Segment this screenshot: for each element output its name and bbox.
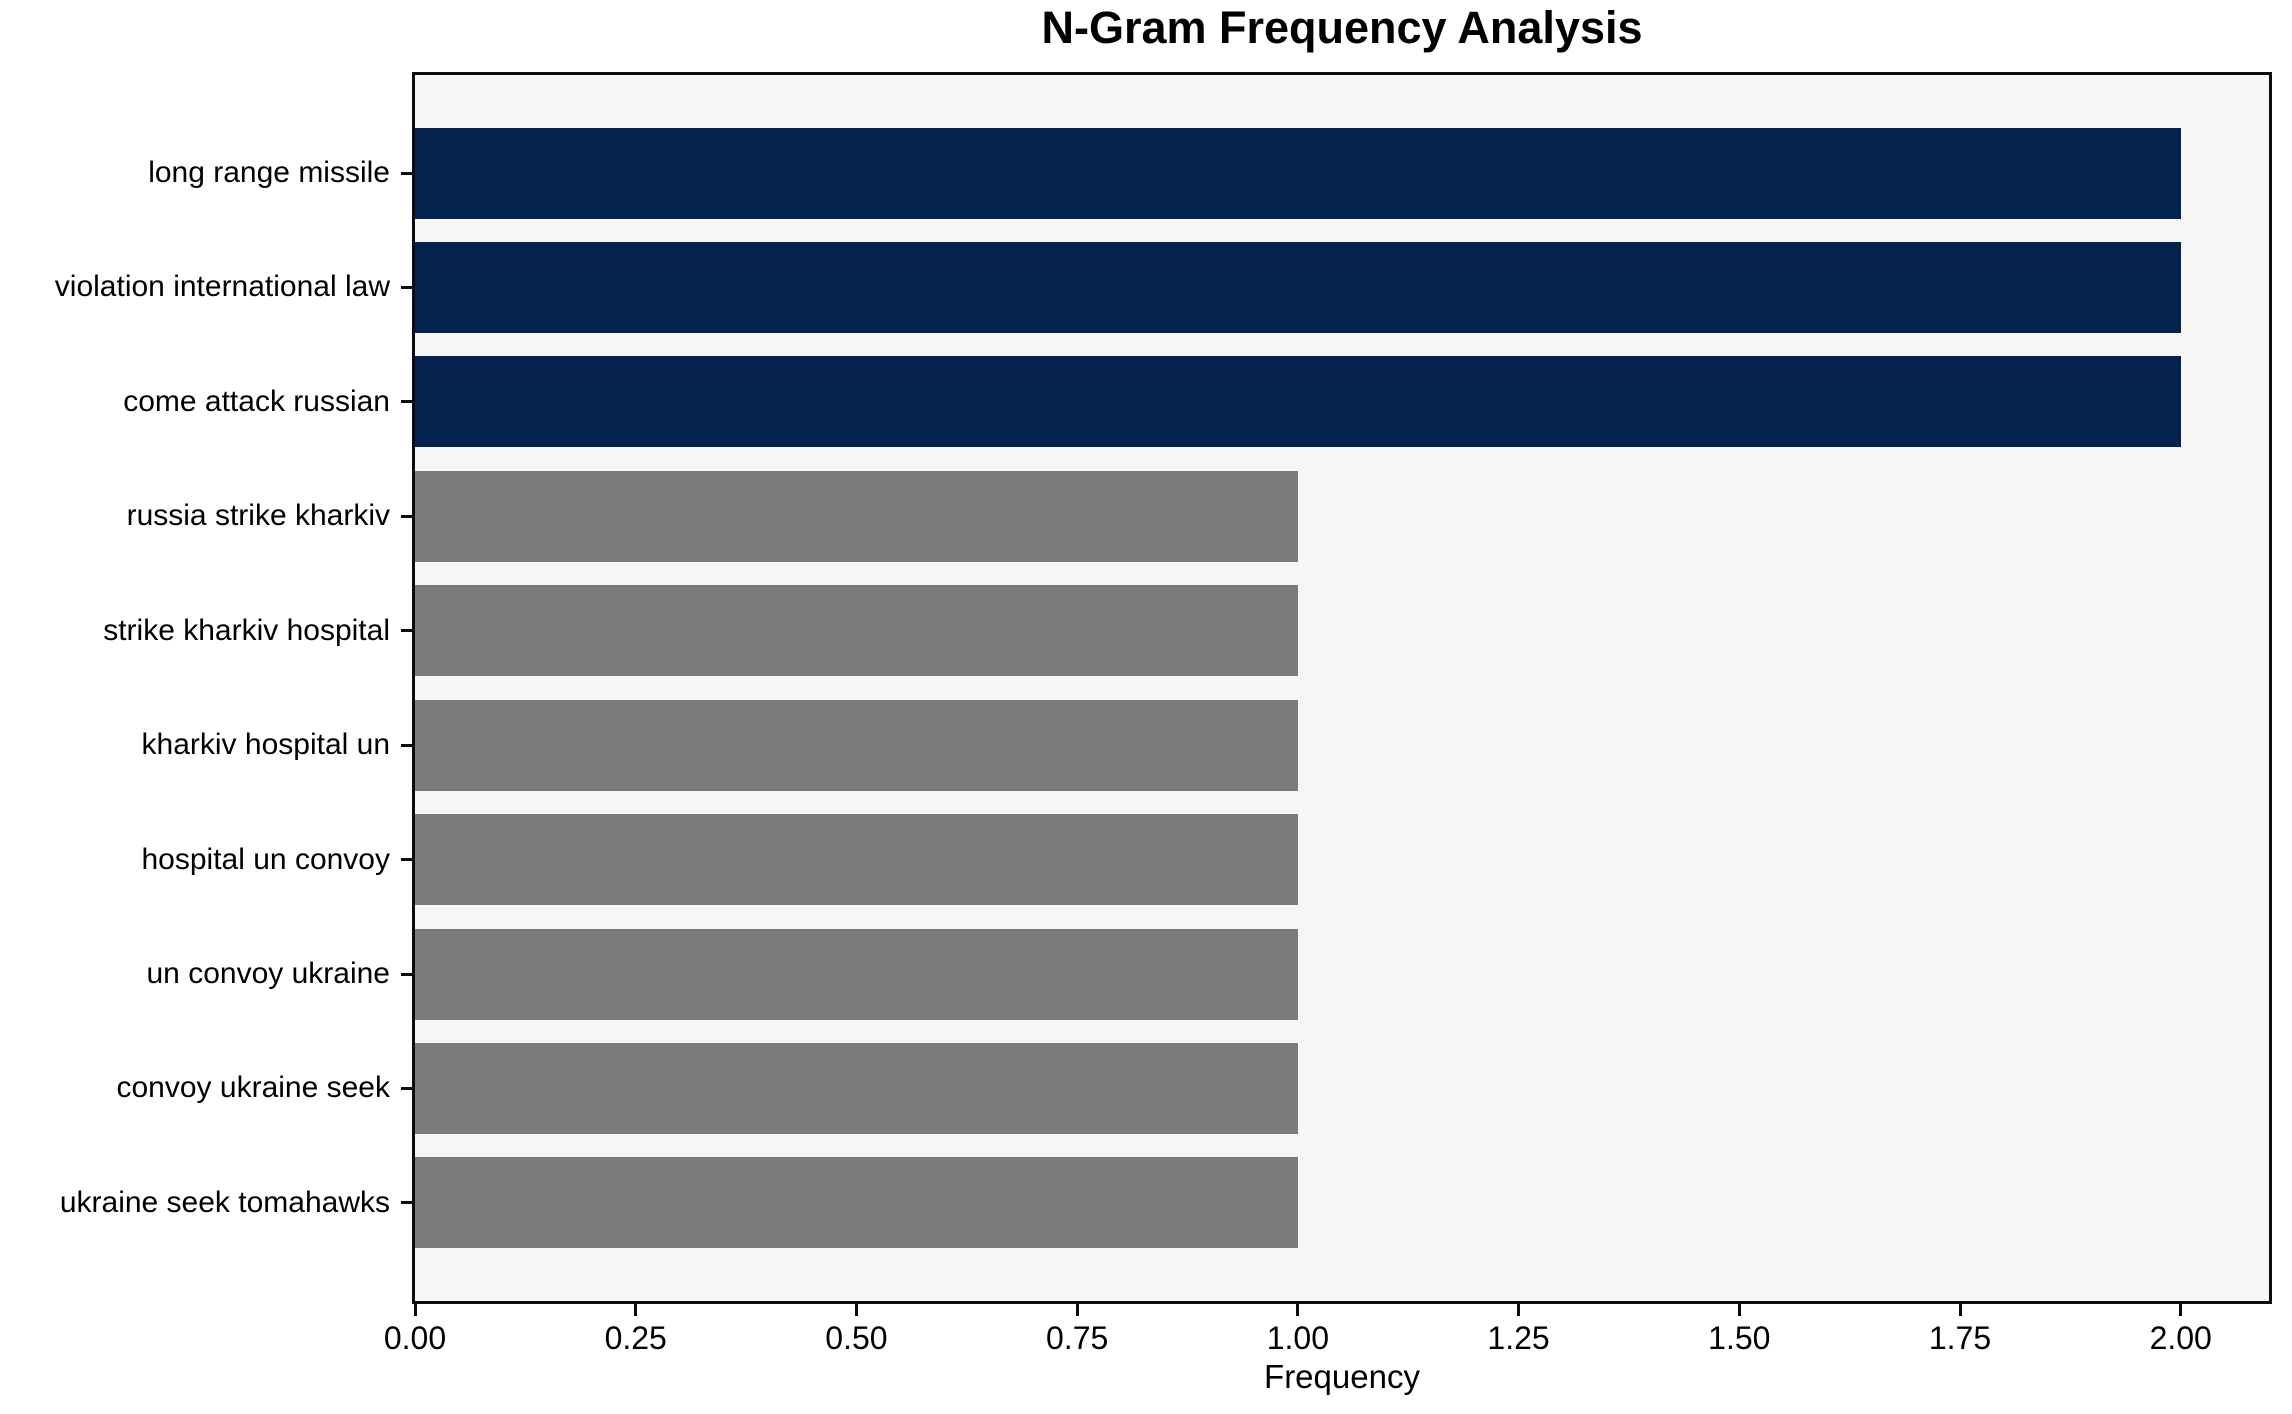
y-tick-label: long range missile — [148, 156, 390, 189]
x-tick-label: 0.00 — [383, 1320, 447, 1356]
y-tick — [401, 171, 412, 175]
bar — [415, 1157, 1298, 1249]
plot-area — [412, 72, 2272, 1304]
x-tick — [1517, 1304, 1521, 1316]
chart-title: N-Gram Frequency Analysis — [1041, 2, 1643, 53]
y-tick — [401, 514, 412, 518]
y-tick-label: hospital un convoy — [141, 842, 391, 876]
bar — [415, 585, 1298, 677]
y-tick — [401, 743, 412, 747]
bar — [415, 241, 2181, 333]
bar — [415, 1042, 1298, 1134]
bar — [415, 814, 1298, 906]
x-tick — [1075, 1304, 1079, 1316]
bar — [415, 356, 2181, 448]
x-tick-label: 1.50 — [1708, 1320, 1771, 1356]
y-tick — [401, 972, 412, 976]
x-tick-label: 0.50 — [825, 1320, 888, 1356]
y-tick — [401, 1086, 412, 1090]
y-tick — [401, 858, 412, 862]
y-tick — [401, 400, 412, 404]
x-tick — [634, 1304, 638, 1316]
y-tick-label: un convoy ukraine — [146, 957, 391, 990]
x-tick — [2179, 1304, 2183, 1316]
bar — [415, 699, 1298, 791]
y-tick-label: come attack russian — [123, 384, 390, 418]
y-tick-label: kharkiv hospital un — [141, 728, 390, 762]
y-tick-label: russia strike kharkiv — [126, 499, 390, 533]
y-tick-label: strike kharkiv hospital — [103, 613, 390, 647]
x-tick — [854, 1304, 858, 1316]
bar — [415, 470, 1298, 562]
x-axis-label: Frequency — [1264, 1358, 1420, 1395]
y-tick — [401, 285, 412, 289]
x-tick — [1958, 1304, 1962, 1316]
x-tick — [1296, 1304, 1300, 1316]
y-tick-label: ukraine seek tomahawks — [59, 1185, 390, 1219]
y-tick-label: violation international law — [54, 270, 390, 304]
x-tick-label: 0.75 — [1046, 1320, 1109, 1356]
y-tick — [401, 629, 412, 633]
x-tick-label: 1.25 — [1487, 1320, 1550, 1356]
x-tick-label: 0.25 — [604, 1320, 667, 1356]
y-tick-label: convoy ukraine seek — [116, 1071, 391, 1105]
x-tick-label: 1.00 — [1266, 1320, 1329, 1356]
x-tick-label: 1.75 — [1928, 1320, 1992, 1356]
x-tick — [413, 1304, 417, 1316]
x-tick-label: 2.00 — [2149, 1320, 2212, 1356]
bar — [415, 928, 1298, 1020]
x-tick — [1737, 1304, 1741, 1316]
y-tick — [401, 1201, 412, 1205]
bar — [415, 127, 2181, 219]
